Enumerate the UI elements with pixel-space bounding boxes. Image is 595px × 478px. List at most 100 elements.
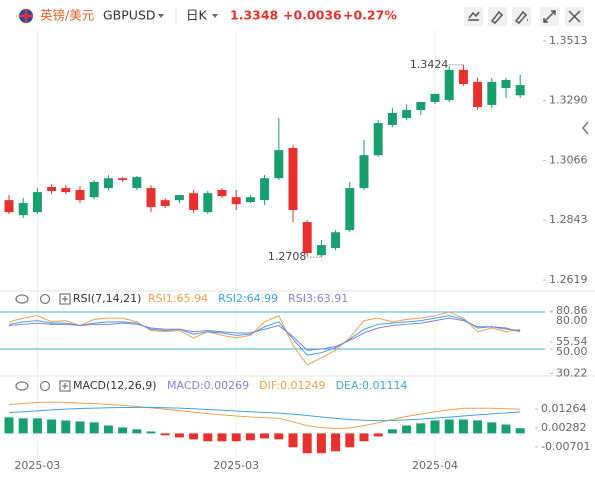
macd-bar bbox=[515, 428, 525, 434]
macd-bar bbox=[316, 433, 326, 454]
legend-entry: MACD:0.00269 bbox=[167, 379, 249, 392]
y-tick-label: 1.3290 bbox=[549, 94, 588, 107]
candle-body bbox=[47, 187, 57, 192]
y-tick-label: 1.3066 bbox=[549, 154, 588, 167]
legend-entry: RSI2:64.99 bbox=[218, 292, 278, 305]
indicator-title: MACD(12,26,9) bbox=[73, 379, 157, 392]
settings-icon[interactable] bbox=[39, 293, 51, 305]
y-tick-label: -0.00701 bbox=[541, 440, 590, 453]
draw-icon[interactable] bbox=[468, 11, 480, 21]
macd-bar bbox=[402, 425, 412, 434]
macd-bar bbox=[217, 433, 227, 442]
candle-body bbox=[302, 222, 312, 254]
legend-entry: RSI3:63.91 bbox=[288, 292, 348, 305]
tool-button[interactable] bbox=[512, 7, 531, 26]
candle-body bbox=[316, 245, 326, 256]
macd-bar bbox=[331, 433, 341, 452]
dropdown-arrow[interactable] bbox=[212, 14, 218, 18]
candle-body bbox=[359, 155, 369, 189]
extreme-label: 1.2708 bbox=[268, 250, 307, 263]
add-icon-plus bbox=[62, 296, 68, 302]
indicator-line bbox=[8, 401, 521, 430]
candle-body bbox=[32, 192, 42, 213]
candle-body bbox=[345, 188, 355, 231]
macd-bar bbox=[416, 423, 426, 434]
tool-button[interactable] bbox=[488, 7, 507, 26]
period[interactable]: 日K bbox=[186, 8, 208, 23]
macd-bar bbox=[4, 417, 14, 434]
macd-bar bbox=[487, 422, 497, 434]
macd-bar bbox=[373, 433, 383, 437]
macd-bar bbox=[288, 433, 298, 448]
macd-bar bbox=[47, 419, 57, 434]
macd-bar bbox=[146, 431, 156, 434]
y-tick-label: 0.01264 bbox=[541, 402, 587, 415]
candle-body bbox=[444, 69, 454, 101]
indicator-line bbox=[8, 406, 521, 422]
macd-bar bbox=[231, 433, 241, 442]
y-tick-label: 1.3513 bbox=[549, 34, 588, 47]
macd-bar bbox=[89, 422, 99, 434]
collapse-arrow[interactable] bbox=[582, 121, 589, 135]
x-tick-label: 2025-04 bbox=[412, 459, 458, 472]
macd-bar bbox=[430, 420, 440, 434]
tool-button[interactable] bbox=[464, 7, 483, 26]
y-tick-label: 50.00 bbox=[556, 345, 588, 358]
macd-bar bbox=[345, 433, 355, 448]
pair-title[interactable]: 英镑/美元 bbox=[40, 8, 94, 23]
macd-bar bbox=[132, 429, 142, 434]
candle-body bbox=[331, 232, 341, 249]
macd-bar bbox=[473, 420, 483, 434]
y-tick-label: 1.2619 bbox=[549, 273, 588, 286]
extreme-label: 1.3424 bbox=[410, 58, 449, 71]
candle-body bbox=[402, 109, 412, 119]
change-pct: +0.27% bbox=[343, 8, 397, 23]
y-tick-label: 0.00282 bbox=[541, 421, 587, 434]
price: 1.3348 bbox=[230, 8, 278, 23]
add-icon[interactable] bbox=[59, 293, 71, 305]
macd-bar bbox=[245, 433, 255, 441]
brush-icon[interactable] bbox=[514, 10, 528, 24]
x-tick-label: 2025-03 bbox=[14, 459, 60, 472]
y-tick-label: 1.2843 bbox=[549, 213, 588, 226]
candle-body bbox=[75, 189, 85, 201]
candle-body bbox=[501, 80, 511, 89]
dropdown-arrow[interactable] bbox=[158, 14, 164, 18]
macd-bar bbox=[18, 418, 28, 434]
macd-bar bbox=[260, 433, 270, 439]
indicator-line bbox=[8, 311, 521, 366]
legend-entry: RSI1:65.94 bbox=[148, 292, 208, 305]
candle-body bbox=[189, 193, 199, 211]
candle-body bbox=[118, 178, 128, 181]
legend-entry: DIF:0.01249 bbox=[259, 379, 325, 392]
macd-bar bbox=[203, 433, 213, 442]
candle-body bbox=[288, 147, 298, 211]
symbol[interactable]: GBPUSD bbox=[103, 8, 156, 23]
macd-bar bbox=[458, 419, 468, 434]
candle-body bbox=[89, 181, 99, 198]
flag-cross bbox=[19, 9, 33, 23]
indicator-title: RSI(7,14,21) bbox=[73, 292, 141, 305]
candle-body bbox=[217, 189, 227, 197]
add-icon[interactable] bbox=[59, 380, 71, 392]
close-icon[interactable] bbox=[568, 10, 581, 23]
settings-icon[interactable] bbox=[39, 380, 51, 392]
y-tick-label: 30.22 bbox=[556, 366, 588, 379]
eye-icon[interactable] bbox=[15, 381, 29, 391]
candle-body bbox=[174, 195, 184, 201]
macd-bar bbox=[118, 427, 128, 434]
candle-body bbox=[416, 101, 426, 110]
pen-icon[interactable] bbox=[490, 10, 504, 24]
candle-body bbox=[458, 69, 468, 85]
indicator-line bbox=[8, 317, 521, 351]
candle-body bbox=[4, 200, 14, 213]
eye-icon[interactable] bbox=[15, 294, 29, 304]
expand-icon[interactable] bbox=[543, 10, 556, 23]
macd-bar bbox=[189, 433, 199, 440]
candle-body bbox=[260, 178, 270, 201]
macd-bar bbox=[359, 433, 369, 442]
macd-bar bbox=[302, 433, 312, 454]
y-tick-label: 80.00 bbox=[556, 314, 588, 327]
